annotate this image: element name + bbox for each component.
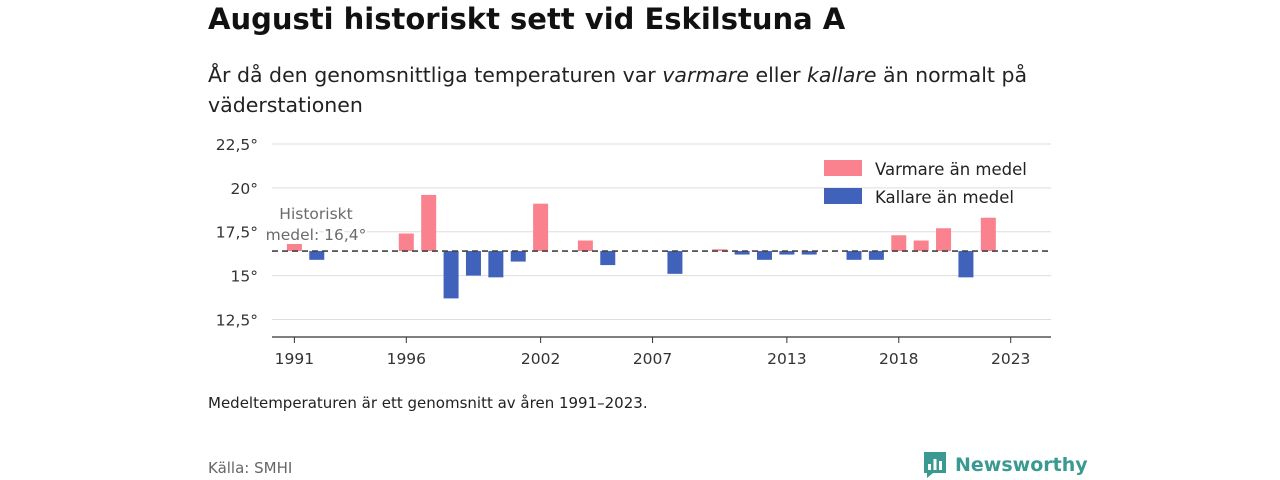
y-tick-label: 12,5° xyxy=(216,311,258,329)
x-tick-label: 2013 xyxy=(767,350,806,368)
y-tick-label: 15° xyxy=(231,268,258,286)
bar-warm xyxy=(891,235,907,252)
subtitle-warm-word: varmare xyxy=(662,63,749,87)
y-tick-label: 20° xyxy=(231,180,258,198)
x-tick-label: 1996 xyxy=(387,350,426,368)
bar-cold xyxy=(443,251,459,299)
subtitle-text-3: än normalt på väderstationen xyxy=(208,63,1028,117)
footnote: Medeltemperaturen är ett genomsnitt av å… xyxy=(208,394,648,412)
bar-cold xyxy=(734,251,750,255)
bar-cold xyxy=(801,251,817,255)
bar-cold xyxy=(488,251,504,278)
legend-label-cold: Kallare än medel xyxy=(875,188,1014,207)
bar-warm xyxy=(712,249,728,252)
newsworthy-logo[interactable]: Newsworthy xyxy=(922,450,1088,480)
bar-cold xyxy=(667,251,683,274)
bar-warm xyxy=(936,228,952,252)
chart-subtitle: År då den genomsnittliga temperaturen va… xyxy=(208,60,1048,120)
legend-swatch-cold xyxy=(824,188,862,204)
bar-cold xyxy=(756,251,772,260)
x-tick-label: 2007 xyxy=(633,350,672,368)
bar-cold xyxy=(958,251,974,278)
bar-cold xyxy=(309,251,325,260)
subtitle-cold-word: kallare xyxy=(807,63,877,87)
x-tick-label: 2023 xyxy=(991,350,1030,368)
bar-warm xyxy=(533,203,549,252)
bar-warm xyxy=(398,233,414,252)
bar-cold xyxy=(868,251,884,260)
legend-label-warm: Varmare än medel xyxy=(875,160,1027,179)
bar-warm xyxy=(913,240,929,252)
mean-label-line-2: medel: 16,4° xyxy=(266,226,367,244)
y-tick-label: 17,5° xyxy=(216,224,258,242)
bar-cold xyxy=(510,251,526,262)
subtitle-text-1: År då den genomsnittliga temperaturen va… xyxy=(208,63,663,87)
bar-warm xyxy=(577,240,593,252)
bar-cold xyxy=(846,251,862,260)
y-tick-label: 22,5° xyxy=(216,136,258,154)
subtitle-text-2: eller xyxy=(748,63,808,87)
bar-cold xyxy=(779,251,795,255)
brand-name: Newsworthy xyxy=(955,454,1088,476)
x-tick-label: 2018 xyxy=(879,350,918,368)
bar-cold xyxy=(465,251,481,276)
x-tick-label: 1991 xyxy=(275,350,314,368)
bar-warm xyxy=(980,217,996,252)
source-label: Källa: SMHI xyxy=(208,459,293,477)
bar-warm xyxy=(421,194,437,252)
mean-label-line-1: Historiskt xyxy=(279,205,352,223)
bar-cold xyxy=(600,251,616,266)
x-tick-label: 2002 xyxy=(521,350,560,368)
bar-warm xyxy=(286,244,302,252)
temperature-bar-chart: 12,5° 15° 17,5° 20° 22,5° Historiskt medel: 16… xyxy=(216,136,1051,368)
legend-swatch-warm xyxy=(824,160,862,176)
newsworthy-logo-icon xyxy=(924,452,946,478)
chart-title: Augusti historiskt sett vid Eskilstuna A xyxy=(208,2,846,36)
